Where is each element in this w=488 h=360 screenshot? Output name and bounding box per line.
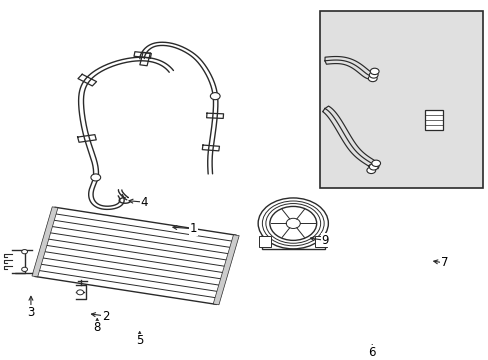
Bar — [320, 11, 483, 188]
Circle shape — [371, 160, 380, 166]
Circle shape — [262, 201, 324, 246]
Bar — [213, 235, 239, 305]
Circle shape — [368, 164, 377, 170]
Circle shape — [258, 198, 328, 249]
Circle shape — [77, 290, 83, 295]
Circle shape — [366, 167, 375, 174]
Bar — [35, 207, 236, 304]
Circle shape — [368, 72, 377, 78]
Circle shape — [367, 75, 376, 82]
Circle shape — [269, 206, 316, 240]
Bar — [261, 231, 325, 249]
Text: 9: 9 — [321, 234, 328, 247]
Text: 6: 6 — [368, 346, 375, 359]
Text: 8: 8 — [93, 321, 101, 334]
Circle shape — [21, 267, 27, 271]
Text: 2: 2 — [102, 310, 109, 323]
Text: 1: 1 — [189, 222, 197, 235]
Text: 7: 7 — [440, 256, 447, 270]
Bar — [32, 207, 58, 277]
Circle shape — [369, 68, 378, 75]
Bar — [424, 110, 443, 130]
Circle shape — [210, 93, 220, 100]
Text: 5: 5 — [136, 334, 143, 347]
Bar — [315, 237, 327, 247]
Circle shape — [21, 249, 27, 254]
Text: 4: 4 — [141, 196, 148, 209]
Text: 3: 3 — [27, 306, 35, 319]
Circle shape — [91, 174, 101, 181]
Circle shape — [265, 203, 320, 243]
Circle shape — [285, 218, 300, 229]
Bar — [259, 237, 271, 247]
